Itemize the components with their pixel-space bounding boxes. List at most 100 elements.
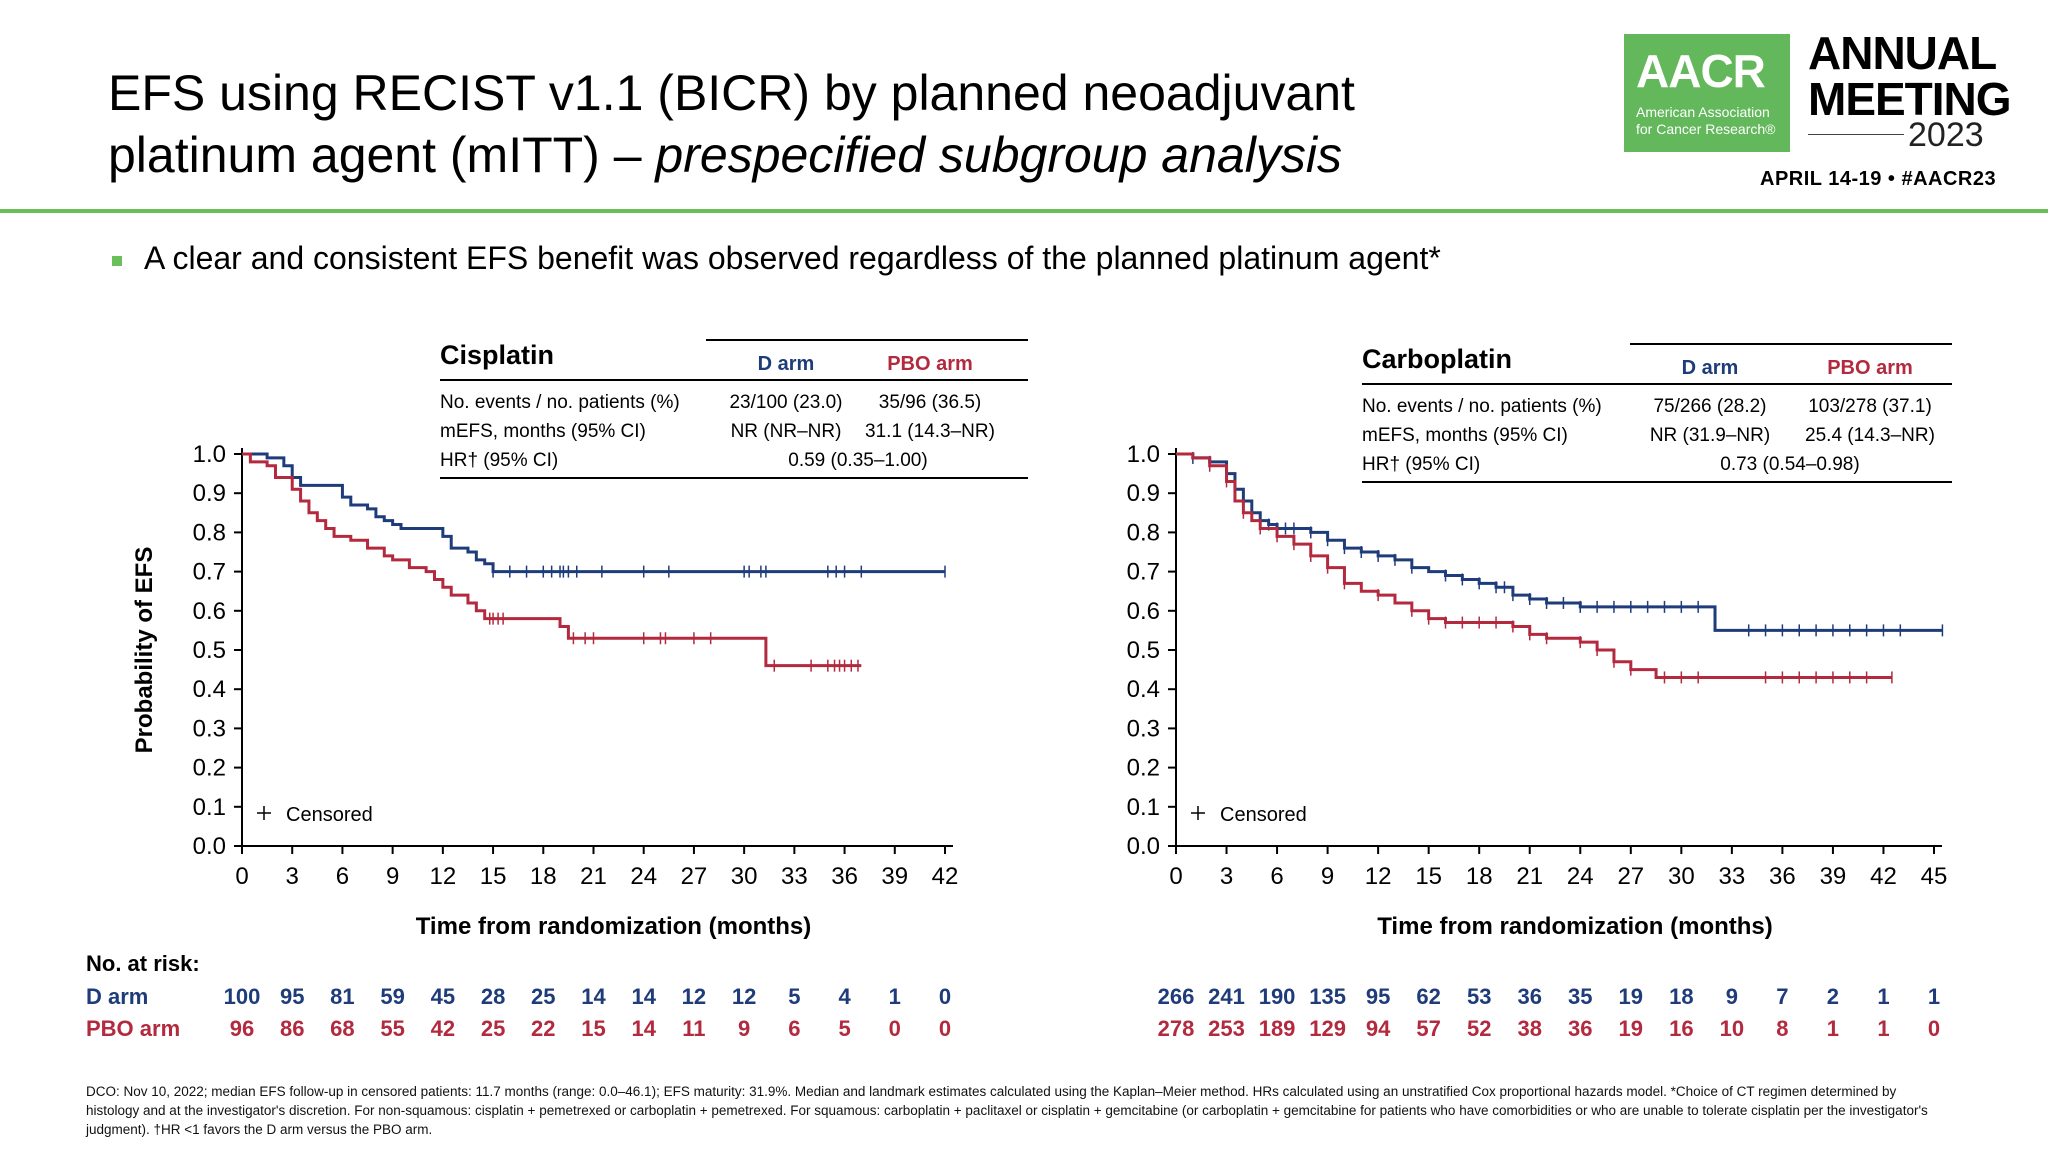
chart-2-risk-pbo-arm-value: 278	[1158, 1016, 1195, 1041]
chart-2-risk-d-arm-value: 36	[1517, 984, 1541, 1009]
title-line-2-plain: platinum agent (mITT) –	[108, 127, 656, 183]
chart-2-risk-d-arm-value: 9	[1726, 984, 1738, 1009]
chart-1-y-tick-label: 0.5	[193, 637, 226, 664]
chart-1-table-d-arm-value: NR (NR–NR)	[731, 421, 842, 442]
chart-1-x-tick-label: 39	[881, 863, 908, 890]
slide-title: EFS using RECIST v1.1 (BICR) by planned …	[108, 62, 1355, 186]
chart-2-risk-d-arm-value: 135	[1309, 984, 1346, 1009]
chart-2-risk-pbo-arm-value: 57	[1416, 1016, 1440, 1041]
chart-1-x-tick-label: 36	[831, 863, 858, 890]
chart-1-table-pbo-arm-value: 31.1 (14.3–NR)	[865, 421, 995, 442]
chart-1-table-row-label: No. events / no. patients (%)	[440, 392, 680, 413]
chart-1-risk-d-arm-value: 45	[431, 984, 455, 1009]
key-finding-bullet: A clear and consistent EFS benefit was o…	[144, 240, 1441, 276]
chart-2-risk-d-arm-value: 266	[1158, 984, 1195, 1009]
chart-2-risk-pbo-arm-value: 16	[1669, 1016, 1693, 1041]
chart-1-risk-pbo-arm-value: 14	[631, 1016, 656, 1041]
bullet-square-icon	[112, 256, 122, 266]
chart-1-y-tick-label: 0.2	[193, 755, 226, 782]
chart-2-risk-d-arm-value: 62	[1416, 984, 1440, 1009]
chart-2-y-tick-label: 0.9	[1127, 480, 1160, 507]
chart-1-risk-d-arm-value: 100	[224, 984, 261, 1009]
chart-1-table-header-d-arm: D arm	[758, 353, 815, 375]
chart-2-risk-d-arm-value: 1	[1928, 984, 1940, 1009]
chart-2-table-header-d-arm: D arm	[1682, 357, 1739, 379]
chart-2-risk-pbo-arm-value: 1	[1827, 1016, 1839, 1041]
chart-1-risk-pbo-arm-value: 68	[330, 1016, 354, 1041]
chart-2-y-tick-label: 0.3	[1127, 715, 1160, 742]
chart-1-x-tick-label: 27	[681, 863, 708, 890]
chart-1-risk-pbo-arm-value: 9	[738, 1016, 750, 1041]
chart-1-risk-pbo-arm-value: 25	[481, 1016, 505, 1041]
chart-1-table-row-label: mEFS, months (95% CI)	[440, 421, 646, 442]
chart-1-x-tick-label: 30	[731, 863, 758, 890]
chart-1-risk-d-arm-value: 81	[330, 984, 354, 1009]
chart-2-x-tick-label: 0	[1169, 863, 1182, 890]
chart-2-table-title: Carboplatin	[1362, 344, 1512, 374]
chart-1-risk-d-arm-value: 28	[481, 984, 505, 1009]
chart-2-table-pbo-arm-value: 103/278 (37.1)	[1808, 396, 1932, 417]
meeting-line-2: MEETING	[1808, 73, 2012, 125]
chart-2-risk-pbo-arm-value: 0	[1928, 1016, 1940, 1041]
meeting-dates: APRIL 14-19 • #AACR23	[1760, 168, 1997, 190]
chart-1-risk-pbo-arm-value: 86	[280, 1016, 304, 1041]
chart-1-table-hr-value: 0.59 (0.35–1.00)	[788, 450, 927, 471]
meeting-title: ANNUAL MEETING 2023	[1808, 27, 2018, 154]
chart-1-risk-pbo-arm-value: 5	[838, 1016, 850, 1041]
chart-1-table-pbo-arm-value: 35/96 (36.5)	[879, 392, 981, 413]
chart-2-risk-pbo-arm-value: 10	[1720, 1016, 1744, 1041]
chart-2-x-tick-label: 45	[1921, 863, 1948, 890]
chart-1-y-tick-label: 0.4	[193, 676, 226, 703]
chart-1-y-tick-label: 0.6	[193, 598, 226, 625]
chart-1-risk-d-arm-value: 5	[788, 984, 800, 1009]
chart-1-d-arm-curve	[242, 452, 945, 574]
chart-2-table-d-arm-value: 75/266 (28.2)	[1653, 396, 1766, 417]
meeting-year: 2023	[1908, 116, 1984, 154]
chart-2-risk-pbo-arm-value: 129	[1309, 1016, 1346, 1041]
chart-1-risk-d-arm-value: 12	[682, 984, 706, 1009]
chart-2-table-header-pbo-arm: PBO arm	[1827, 357, 1913, 379]
chart-1-x-tick-label: 0	[235, 863, 248, 890]
chart-1-risk-d-arm-value: 0	[939, 984, 951, 1009]
chart-1-y-tick-label: 0.0	[193, 833, 226, 860]
chart-2-table-row-label: mEFS, months (95% CI)	[1362, 425, 1568, 446]
chart-1-risk-d-arm-value: 12	[732, 984, 756, 1009]
chart-1-risk-d-arm-value: 25	[531, 984, 555, 1009]
chart-1-table-title: Cisplatin	[440, 340, 554, 370]
chart-1-x-tick-label: 12	[430, 863, 457, 890]
chart-2-y-tick-label: 0.1	[1127, 794, 1160, 821]
chart-2-y-tick-label: 1.0	[1127, 441, 1160, 468]
chart-2-table-d-arm-value: NR (31.9–NR)	[1650, 425, 1770, 446]
chart-1-risk-d-arm-value: 4	[838, 984, 851, 1009]
chart-2-table-hr-value: 0.73 (0.54–0.98)	[1720, 454, 1859, 475]
chart-2-d-arm-curve	[1176, 452, 1943, 632]
chart-2-risk-d-arm-value: 7	[1776, 984, 1788, 1009]
chart-2-y-tick-label: 0.7	[1127, 559, 1160, 586]
chart-1-x-tick-label: 3	[286, 863, 299, 890]
chart-2-x-tick-label: 42	[1870, 863, 1897, 890]
chart-1-pbo-arm-curve	[242, 452, 862, 668]
chart-2-x-tick-label: 33	[1719, 863, 1746, 890]
chart-1-x-tick-label: 42	[932, 863, 959, 890]
chart-2-x-tick-label: 24	[1567, 863, 1594, 890]
chart-2-risk-d-arm-value: 2	[1827, 984, 1839, 1009]
chart-1-y-tick-label: 0.7	[193, 559, 226, 586]
chart-1-x-tick-label: 21	[580, 863, 607, 890]
chart-1-y-tick-label: 0.8	[193, 519, 226, 546]
chart-1-x-tick-label: 33	[781, 863, 808, 890]
chart-2-risk-pbo-arm-value: 36	[1568, 1016, 1592, 1041]
chart-2-y-tick-label: 0.6	[1127, 598, 1160, 625]
risk-label-pbo-arm: PBO arm	[86, 1016, 180, 1041]
meeting-line-1: ANNUAL	[1808, 27, 1997, 79]
risk-label-d-arm: D arm	[86, 984, 148, 1009]
chart-2-risk-pbo-arm-value: 1	[1877, 1016, 1889, 1041]
chart-2-x-tick-label: 15	[1415, 863, 1442, 890]
chart-2-risk-pbo-arm-value: 189	[1259, 1016, 1296, 1041]
aacr-logo: AACR American Association for Cancer Res…	[1624, 34, 1790, 152]
logo-org-line-2: for Cancer Research®	[1636, 121, 1776, 137]
chart-1-risk-pbo-arm-value: 55	[380, 1016, 404, 1041]
chart-1-x-tick-label: 9	[386, 863, 399, 890]
title-line-2-italic: prespecified subgroup analysis	[655, 127, 1342, 183]
chart-2-risk-d-arm-value: 241	[1208, 984, 1245, 1009]
